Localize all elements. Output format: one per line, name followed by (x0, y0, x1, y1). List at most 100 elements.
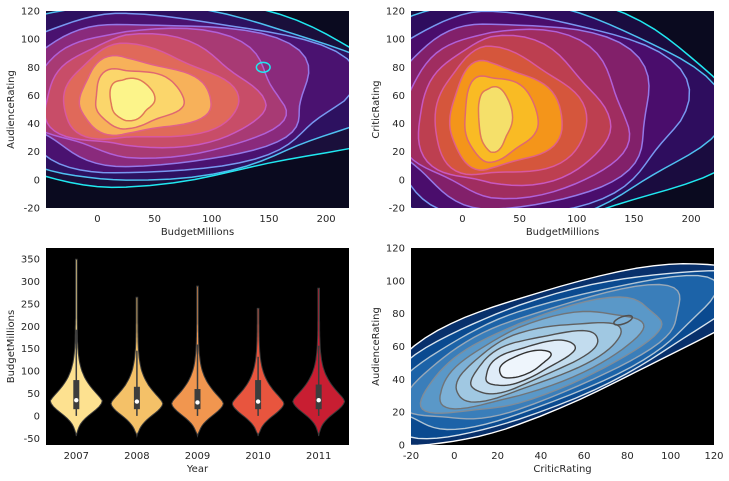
y-axis-label: CriticRating (371, 80, 382, 138)
y-tick-label: 250 (21, 299, 40, 310)
y-axis-label: AudienceRating (371, 307, 382, 386)
y-tick-label: 60 (392, 91, 405, 102)
y-tick-label: -20 (389, 204, 405, 215)
density-contours (46, 11, 349, 189)
violin-2010 (231, 307, 285, 437)
y-tick-label: 0 (34, 411, 40, 422)
y-tick-label: 60 (27, 91, 40, 102)
density-contour-line (485, 339, 576, 387)
density-contour-line (411, 274, 714, 431)
violin-2009 (171, 285, 224, 438)
x-tick-label: 2010 (245, 451, 270, 462)
x-tick-label: -20 (403, 451, 419, 462)
y-tick-label: 40 (27, 119, 40, 130)
x-tick-label: 150 (259, 214, 278, 225)
y-tick-label: 20 (392, 408, 405, 419)
subplot-budget-by-year-violin: -50 0 50 100 150 200 250 300 350 Year BudgetMillio… (6, 248, 349, 475)
y-tick-label: -20 (24, 204, 40, 215)
secondary-peak-contour (613, 314, 634, 326)
y-tick-label: 300 (21, 277, 40, 288)
x-tick-label: 200 (682, 214, 701, 225)
density-contour-line (464, 75, 539, 164)
violin-median (74, 398, 79, 403)
violin-median (255, 399, 261, 404)
x-tick-label: 2008 (124, 451, 149, 462)
y-axis-label: BudgetMillions (6, 310, 17, 383)
x-tick-label: 120 (704, 451, 723, 462)
x-tick-label: 40 (534, 451, 547, 462)
density-contour-line (411, 270, 714, 440)
violin-iqr-box (315, 384, 322, 410)
y-tick-label: 80 (392, 63, 405, 74)
density-contour-line (477, 85, 514, 154)
y-tick-label: 0 (34, 175, 40, 186)
x-axis-label: BudgetMillions (161, 227, 234, 238)
y-tick-label: 50 (27, 389, 40, 400)
y-tick-label: 0 (399, 441, 405, 452)
violin-iqr-box (194, 389, 201, 410)
x-tick-label: 50 (148, 214, 161, 225)
y-tick-label: -50 (24, 434, 40, 445)
x-tick-label: 100 (202, 214, 221, 225)
density-contour-line (469, 329, 599, 395)
density-contour-line (109, 77, 156, 122)
density-contour-line (78, 54, 212, 137)
violin-iqr-box (133, 386, 140, 410)
x-tick-label: 150 (624, 214, 643, 225)
y-tick-label: 150 (21, 344, 40, 355)
y-tick-label: 100 (386, 276, 405, 287)
x-axis-label: CriticRating (533, 464, 591, 475)
x-tick-label: 0 (451, 451, 457, 462)
x-tick-label: 0 (94, 214, 100, 225)
density-contour-line (411, 262, 714, 445)
density-contour-line (455, 322, 622, 403)
density-contour-line (46, 27, 288, 159)
density-contour-line (417, 34, 612, 187)
density-contour-line (46, 23, 310, 168)
density-contour-line (439, 310, 645, 410)
density-contour-line (411, 28, 631, 200)
x-tick-label: 100 (661, 451, 680, 462)
density-contour-line (448, 59, 563, 171)
density-contour-line (46, 32, 267, 149)
density-contour-line (46, 12, 349, 174)
x-tick-label: 20 (491, 451, 504, 462)
density-contours (411, 262, 714, 445)
y-axis-label: AudienceRating (6, 70, 17, 149)
x-axis-label: Year (186, 464, 209, 475)
y-tick-label: 100 (386, 35, 405, 46)
violin-median (134, 399, 140, 404)
density-contour-line (498, 349, 552, 379)
density-contour-line (434, 45, 588, 176)
secondary-peak-contour (255, 61, 271, 73)
y-tick-label: 120 (21, 7, 40, 18)
violin-iqr-box (255, 380, 262, 410)
x-tick-label: 200 (317, 214, 336, 225)
x-tick-label: 80 (621, 451, 634, 462)
y-tick-label: 40 (392, 119, 405, 130)
y-tick-label: 120 (386, 244, 405, 255)
violin-iqr-box (73, 380, 80, 410)
x-tick-label: 2011 (306, 451, 331, 462)
y-tick-label: 0 (399, 175, 405, 186)
y-tick-label: 100 (21, 367, 40, 378)
y-tick-label: 100 (21, 35, 40, 46)
x-tick-label: 2007 (64, 451, 89, 462)
density-contour-line (411, 283, 681, 420)
y-tick-label: 350 (21, 255, 40, 266)
density-contour-line (411, 11, 691, 208)
density-contour-line (62, 42, 240, 140)
y-tick-label: 80 (27, 63, 40, 74)
density-contour-line (46, 11, 349, 189)
x-tick-label: 50 (513, 214, 526, 225)
density-contours (411, 11, 714, 208)
violin-median (316, 398, 321, 403)
density-contour-line (94, 68, 185, 130)
density-band (478, 86, 513, 153)
y-tick-label: 120 (386, 7, 405, 18)
y-tick-label: 60 (392, 342, 405, 353)
x-tick-label: 0 (459, 214, 465, 225)
y-tick-label: 40 (392, 375, 405, 386)
